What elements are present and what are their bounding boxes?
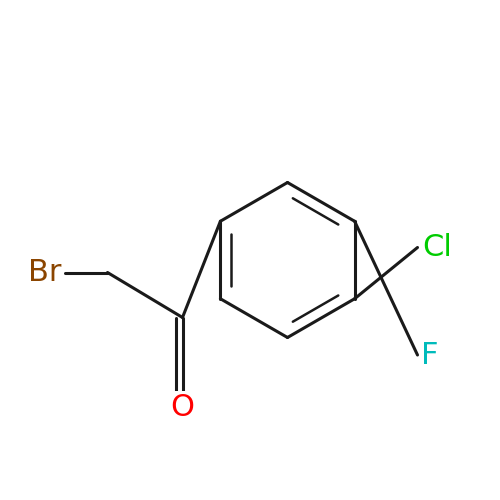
Text: F: F: [421, 340, 439, 370]
Text: Br: Br: [28, 258, 62, 287]
Text: O: O: [170, 393, 194, 422]
Text: Cl: Cl: [422, 233, 452, 262]
